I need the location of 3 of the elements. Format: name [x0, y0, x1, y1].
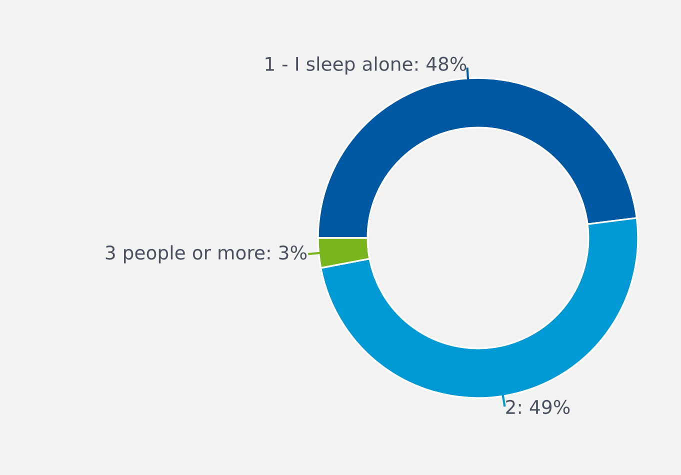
slice-label: 1 - I sleep alone: 48%: [266, 56, 466, 75]
slice-label: 2: 49%: [506, 400, 570, 414]
slice-label: 3 people or more: 3%: [106, 245, 307, 264]
